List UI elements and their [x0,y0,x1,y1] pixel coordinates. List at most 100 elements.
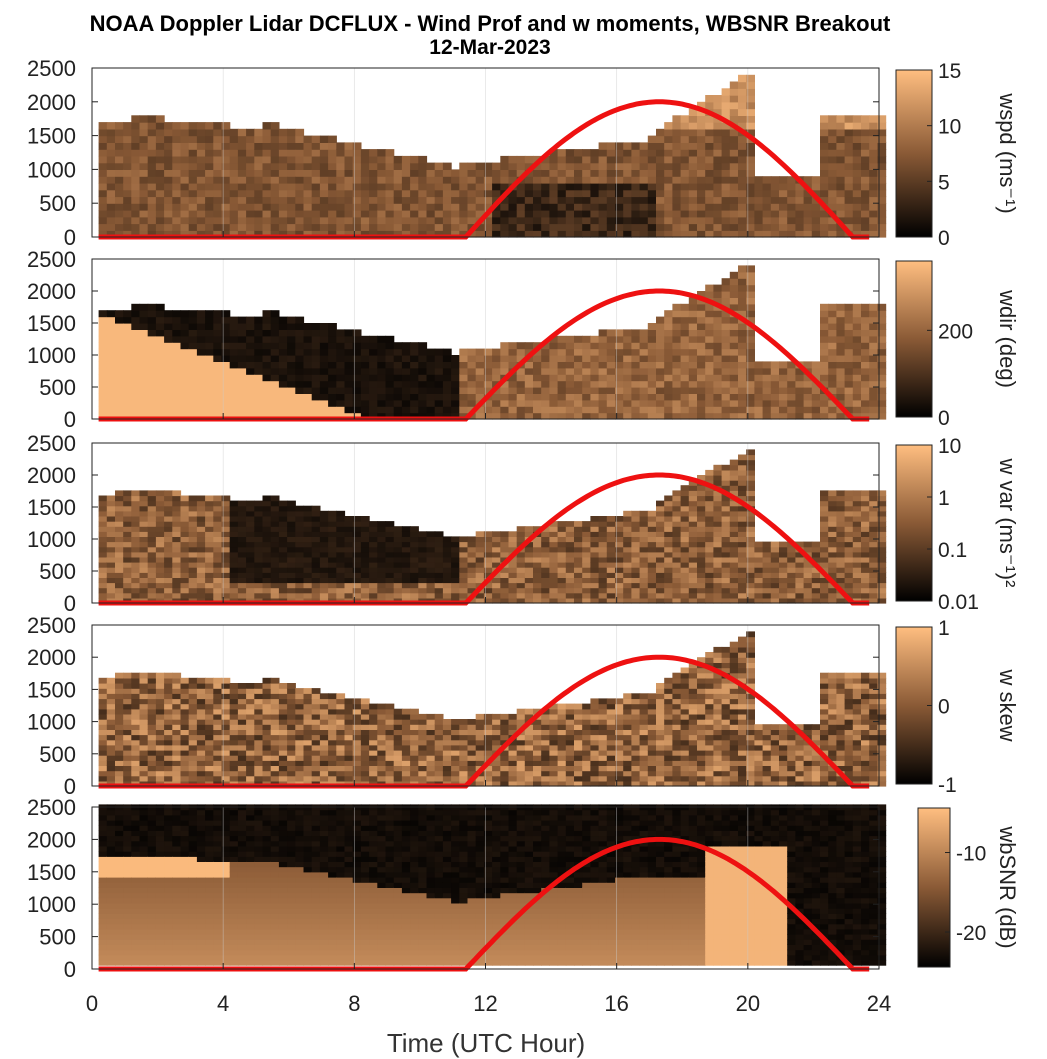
heatmap-cell [319,149,329,157]
heatmap-cell [352,335,362,343]
heatmap-cell [631,189,641,198]
heatmap-cell [139,142,149,150]
heatmap-cell [606,587,616,594]
heatmap-cell [123,755,132,761]
heatmap-cell [155,355,165,362]
heatmap-cell [401,355,411,362]
heatmap-cell [590,567,600,573]
heatmap-cell [139,755,149,761]
heatmap-cell [508,380,518,388]
heatmap-cell [746,297,755,305]
heatmap-cell [344,216,354,225]
heatmap-cell [721,562,731,568]
heatmap-cell [557,380,567,388]
heatmap-cell [844,551,854,558]
heatmap-cell [172,582,182,589]
heatmap-cell [672,223,682,231]
heatmap-cell [434,587,444,594]
heatmap-cell [426,182,436,191]
heatmap-cell [524,223,534,231]
heatmap-cell [565,223,575,231]
heatmap-cell [861,316,870,324]
heatmap-cell [295,412,305,420]
heatmap-cell [721,480,731,486]
heatmap-cell [262,169,272,177]
heatmap-cell [508,387,518,394]
heatmap-cell [106,495,116,502]
heatmap-cell [360,531,370,537]
heatmap-cell [155,490,165,497]
heatmap-cell [410,399,419,407]
heatmap-cell [188,122,198,130]
heatmap-cell [172,693,182,700]
heatmap-cell [713,592,723,599]
heatmap-cell [196,526,206,532]
heatmap-cell [475,546,485,553]
heatmap-cell [738,122,747,130]
heatmap-cell [311,562,321,568]
heatmap-cell [270,556,280,563]
heatmap-cell [147,380,157,388]
heatmap-cell [336,223,346,231]
heatmap-cell [828,348,837,356]
heatmap-cell [213,505,223,512]
heatmap-cell [123,572,132,578]
heatmap-cell [738,406,747,414]
heatmap-cell [877,393,887,401]
heatmap-cell [590,562,600,568]
heatmap-cell [615,546,624,553]
heatmap-cell [115,310,124,318]
heatmap-cell [615,399,624,407]
heatmap-cell [795,367,805,375]
heatmap-cell [533,572,542,578]
heatmap-cell [631,203,641,211]
heatmap-cell [516,189,526,198]
heatmap-cell [287,393,296,401]
heatmap-cell [549,393,559,401]
heatmap-cell [246,572,255,578]
heatmap-cell [270,169,280,177]
heatmap-cell [779,367,788,375]
heatmap-cell [713,546,723,553]
heatmap-cell [98,361,108,369]
heatmap-cell [287,406,296,414]
heatmap-cell [295,169,305,177]
heatmap-cell [287,374,296,382]
heatmap-cell [180,577,190,584]
heatmap-cell [418,582,428,589]
heatmap-cell [418,230,428,238]
heatmap-cell [664,135,673,143]
heatmap-cell [656,577,665,584]
heatmap-cell [533,367,542,375]
heatmap-cell [369,169,378,177]
heatmap-cell [852,223,862,231]
heatmap-cell [516,223,526,231]
heatmap-cell [705,567,714,573]
heatmap-cell [746,469,755,476]
heatmap-cell [172,708,182,715]
heatmap-cell [328,393,337,401]
heatmap-cell [516,342,526,350]
heatmap-cell [270,510,280,517]
heatmap-cell [869,162,878,170]
heatmap-cell [123,176,132,184]
heatmap-cell [188,399,198,407]
heatmap-cell [287,335,296,343]
heatmap-cell [196,510,206,517]
heatmap-cell [811,387,821,394]
heatmap-cell [492,582,501,589]
heatmap-cell [311,355,321,362]
heatmap-cell [483,551,493,558]
heatmap-cell [697,101,706,110]
heatmap-cell [213,316,223,324]
heatmap-cell [697,303,706,311]
heatmap-cell [820,135,829,143]
heatmap-cell [147,693,157,700]
heatmap-cell [106,310,116,318]
heatmap-cell [598,374,608,382]
heatmap-cell [770,230,780,238]
heatmap-cell [287,536,296,543]
heatmap-cell [647,393,657,401]
heatmap-cell [139,677,149,684]
heatmap-cell [393,374,403,382]
